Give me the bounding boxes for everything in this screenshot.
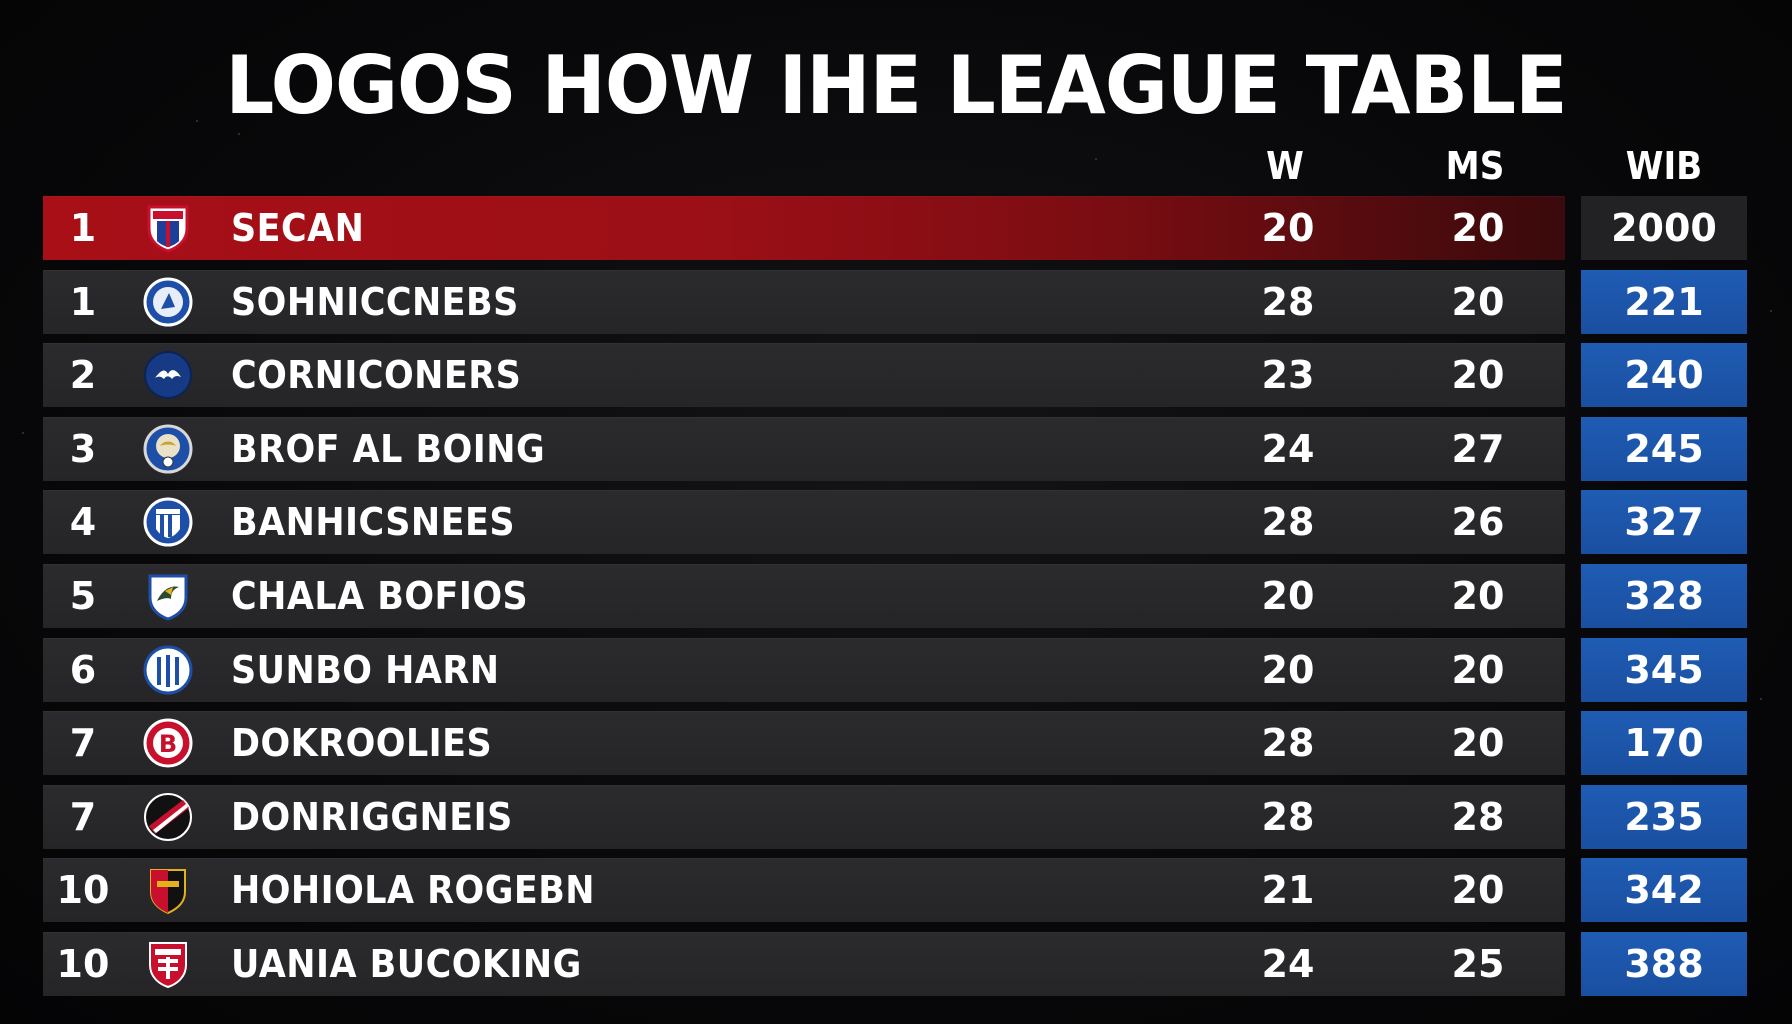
red-white-shield-crest-icon (143, 939, 193, 989)
ms-cell: 25 (1451, 942, 1505, 986)
ms-cell: 20 (1451, 721, 1505, 765)
ms-cell: 20 (1451, 353, 1505, 397)
w-cell: 28 (1261, 500, 1315, 544)
ms-cell: 20 (1451, 280, 1505, 324)
wib-cell: 245 (1581, 417, 1747, 481)
team-name-cell: SOHNICCNEBS (231, 280, 519, 324)
position-cell: 10 (56, 868, 110, 912)
bird-shield-crest-icon (143, 571, 193, 621)
background-speck (22, 432, 24, 434)
team-name-cell: DOKROOLIES (231, 721, 493, 765)
red-black-shield-crest-icon (143, 865, 193, 915)
position-cell: 1 (69, 280, 97, 324)
team-name-cell: UANIA BUCOKING (231, 942, 582, 986)
table-row: 4 BANHICSNEES 28 26 (43, 490, 1565, 554)
table-row: 6 SUNBO HARN 20 20 (43, 638, 1565, 702)
svg-text:B: B (159, 730, 177, 758)
w-cell: 23 (1261, 353, 1315, 397)
ms-cell: 20 (1451, 868, 1505, 912)
red-b-crest-icon: B (143, 718, 193, 768)
background-speck (960, 110, 962, 112)
column-header-wib: WIB (1625, 144, 1703, 188)
position-cell: 3 (69, 427, 97, 471)
blue-round-crest-icon (143, 277, 193, 327)
position-cell: 10 (56, 942, 110, 986)
team-name-cell: CHALA BOFIOS (231, 574, 529, 618)
table-row: 5 CHALA BOFIOS 20 20 (43, 564, 1565, 628)
w-cell: 20 (1261, 574, 1315, 618)
w-cell: 20 (1261, 648, 1315, 692)
position-cell: 6 (69, 648, 97, 692)
position-cell: 1 (69, 206, 97, 250)
navy-circle-crest-icon (143, 350, 193, 400)
background-speck (1770, 310, 1772, 312)
background-speck (1095, 158, 1097, 160)
wib-cell: 240 (1581, 343, 1747, 407)
wib-cell: 170 (1581, 711, 1747, 775)
w-cell: 28 (1261, 795, 1315, 839)
w-cell: 28 (1261, 280, 1315, 324)
ms-cell: 28 (1451, 795, 1505, 839)
wib-cell: 327 (1581, 490, 1747, 554)
position-cell: 7 (69, 795, 97, 839)
wib-cell: 328 (1581, 564, 1747, 628)
blue-striped-crest-icon (143, 497, 193, 547)
background-speck (196, 120, 198, 122)
wib-cell: 342 (1581, 858, 1747, 922)
page-title: LOGOS HOW IHE LEAGUE TABLE (225, 39, 1567, 132)
w-cell: 20 (1261, 206, 1315, 250)
table-row: 1 SOHNICCNEBS 28 20 (43, 270, 1565, 334)
wib-cell: 235 (1581, 785, 1747, 849)
column-header-w: W (1266, 144, 1304, 188)
team-name-cell: BANHICSNEES (231, 500, 515, 544)
wib-cell: 2000 (1581, 196, 1747, 260)
w-cell: 24 (1261, 427, 1315, 471)
team-name-cell: SECAN (231, 206, 365, 250)
w-cell: 21 (1261, 868, 1315, 912)
black-red-sash-crest-icon (143, 792, 193, 842)
position-cell: 7 (69, 721, 97, 765)
table-row: 7 DONRIGGNEIS 28 28 (43, 785, 1565, 849)
ms-cell: 20 (1451, 206, 1505, 250)
wib-cell: 221 (1581, 270, 1747, 334)
position-cell: 4 (69, 500, 97, 544)
table-row: 10 UANIA BUCOKING 24 25 (43, 932, 1565, 996)
table-row-leader: 1 SECAN 20 20 (43, 196, 1565, 260)
team-name-cell: DONRIGGNEIS (231, 795, 513, 839)
team-name-cell: SUNBO HARN (231, 648, 500, 692)
team-name-cell: CORNICONERS (231, 353, 522, 397)
wib-cell: 345 (1581, 638, 1747, 702)
position-cell: 2 (69, 353, 97, 397)
w-cell: 24 (1261, 942, 1315, 986)
w-cell: 28 (1261, 721, 1315, 765)
table-row: 2 CORNICONERS 23 20 (43, 343, 1565, 407)
team-name-cell: BROF AL BOING (231, 427, 546, 471)
red-blue-shield-crest-icon (143, 203, 193, 253)
gold-eagle-crest-icon (143, 424, 193, 474)
ms-cell: 20 (1451, 574, 1505, 618)
column-header-ms: MS (1445, 144, 1505, 188)
position-cell: 5 (69, 574, 97, 618)
background-speck (238, 133, 240, 135)
table-row: 10 HOHIOLA ROGEBN 21 20 (43, 858, 1565, 922)
table-row: 7 B DOKROOLIES 28 20 (43, 711, 1565, 775)
ms-cell: 20 (1451, 648, 1505, 692)
ms-cell: 27 (1451, 427, 1505, 471)
team-name-cell: HOHIOLA ROGEBN (231, 868, 596, 912)
blue-white-striped-crest-icon (143, 645, 193, 695)
table-row: 3 BROF AL BOING 24 27 (43, 417, 1565, 481)
background-speck (1760, 698, 1762, 700)
wib-cell: 388 (1581, 932, 1747, 996)
ms-cell: 26 (1451, 500, 1505, 544)
